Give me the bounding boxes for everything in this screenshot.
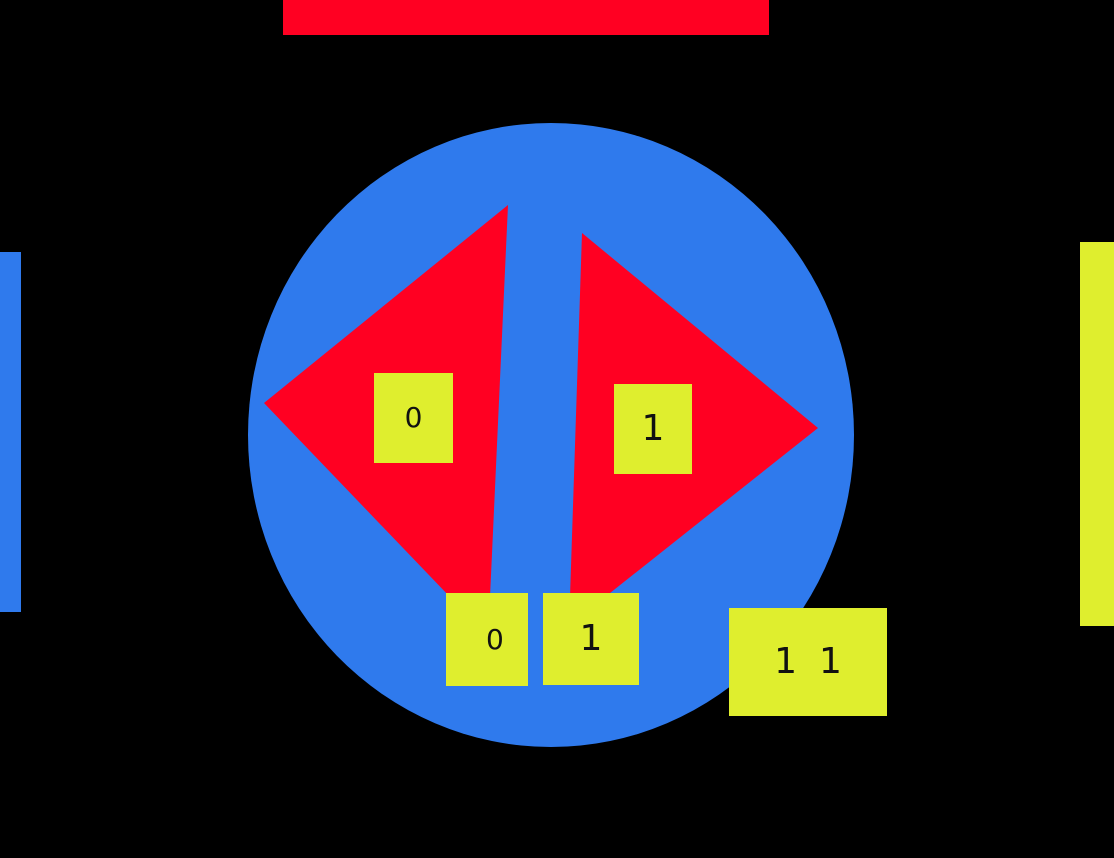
- left-value-label: 0: [404, 401, 423, 434]
- blue-disc: [248, 123, 854, 747]
- right-red-triangle[interactable]: [570, 233, 818, 597]
- right-yellow-bar: [1080, 242, 1114, 626]
- left-value-tile[interactable]: 0: [374, 373, 453, 463]
- score-tile: 1 1: [729, 608, 887, 716]
- bottom-right-value-label: 1: [579, 618, 603, 659]
- bottom-left-value-tile[interactable]: 0 0: [446, 593, 528, 686]
- bottom-right-value-tile[interactable]: 1: [543, 593, 639, 685]
- right-value-label: 1: [641, 408, 665, 449]
- score-digit-b: 1: [819, 641, 842, 682]
- top-red-bar: [283, 0, 769, 35]
- bottom-left-value-label: 0: [486, 622, 504, 656]
- left-blue-bar: [0, 252, 21, 612]
- score-digit-a: 1: [774, 641, 797, 682]
- ghost-digit: 0: [470, 622, 488, 656]
- right-value-tile[interactable]: 1: [614, 384, 692, 474]
